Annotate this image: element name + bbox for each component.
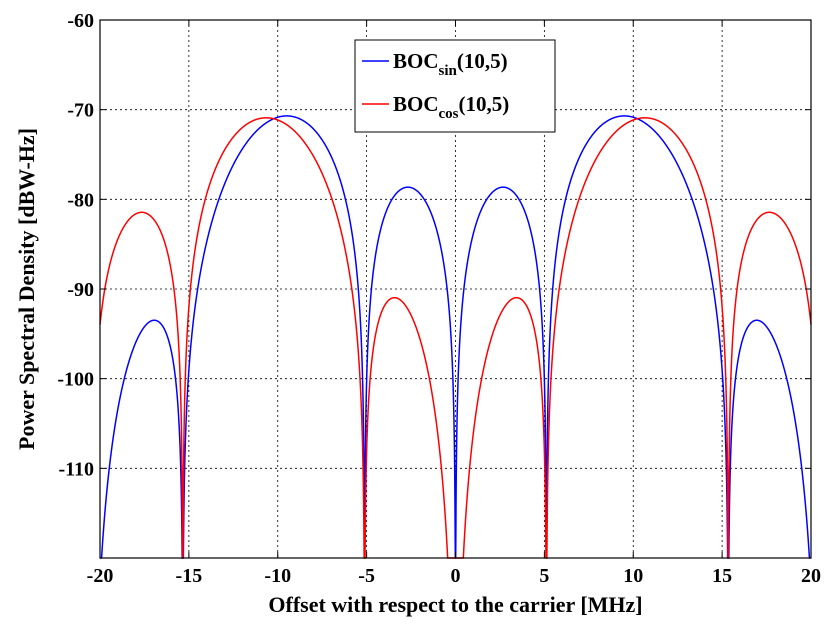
y-tick-label: -110 xyxy=(58,458,94,480)
y-tick-label: -70 xyxy=(67,100,94,122)
x-tick-label: 15 xyxy=(712,565,732,587)
legend-box xyxy=(354,39,556,133)
x-tick-label: -10 xyxy=(264,565,291,587)
ticks: -20 -15 -10 -5 0 5 10 15 20 -60 -70 -80 -90 -100 -110 xyxy=(57,10,821,587)
x-tick-label: 10 xyxy=(623,565,643,587)
x-tick-label: 0 xyxy=(451,565,461,587)
legend: BOCsin(10,5) BOCcos(10,5) xyxy=(354,39,556,133)
y-axis-title: Power Spectral Density [dBW-Hz] xyxy=(14,128,39,450)
x-tick-label: -5 xyxy=(358,565,375,587)
y-tick-label: -80 xyxy=(67,189,94,211)
x-tick-label: 20 xyxy=(801,565,821,587)
x-tick-label: 5 xyxy=(539,565,549,587)
y-tick-label: -60 xyxy=(67,10,94,32)
legend-label-sin: BOCsin(10,5) xyxy=(393,49,508,79)
x-tick-label: -15 xyxy=(176,565,203,587)
legend-label-cos: BOCcos(10,5) xyxy=(393,92,509,122)
x-axis-title: Offset with respect to the carrier [MHz] xyxy=(268,592,642,617)
x-tick-label: -20 xyxy=(87,565,114,587)
y-tick-label: -90 xyxy=(67,279,94,301)
y-tick-label: -100 xyxy=(57,369,94,391)
